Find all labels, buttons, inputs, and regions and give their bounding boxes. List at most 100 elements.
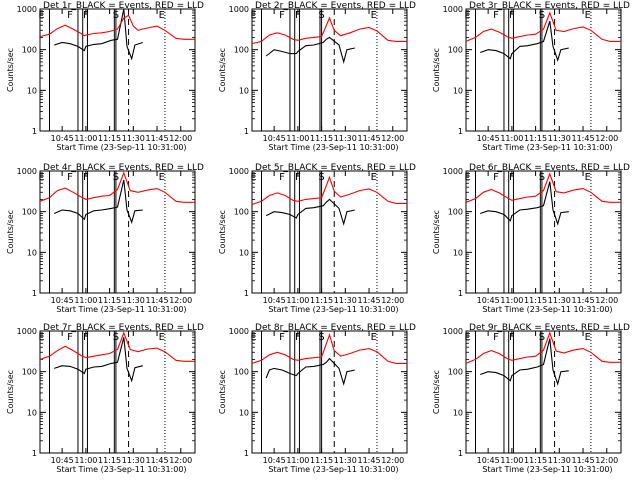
x-tick-label: 12:00 (595, 456, 618, 465)
y-tick-label: 1 (458, 289, 463, 298)
plot-frame (39, 170, 196, 294)
y-tick-label: 10 (239, 248, 249, 257)
x-tick-label: 11:30 (122, 134, 145, 143)
series-line-lld (465, 172, 621, 203)
y-tick-label: 10 (27, 408, 37, 417)
y-tick-label: 1 (244, 289, 249, 298)
marker-label-f: F (279, 172, 285, 183)
plot-frame (251, 330, 408, 454)
chart-title: Det 2r_BLACK = Events, RED = LLD (255, 1, 416, 11)
marker-label-f: F (295, 172, 301, 183)
x-tick-label: 10:45 (477, 296, 500, 305)
x-tick-label: 11:00 (74, 456, 97, 465)
marker-label-s: S (113, 332, 119, 343)
y-axis-label: Counts/sec (6, 370, 15, 414)
x-tick-label: 11:45 (358, 456, 381, 465)
x-tick-label: 11:15 (524, 456, 547, 465)
x-axis-label: Start Time (23-Sep-11 10:31:00) (56, 465, 186, 474)
y-tick-label: 1000 (229, 5, 249, 14)
marker-label-f: F (67, 172, 73, 183)
marker-label-f: F (509, 172, 515, 183)
y-tick-label: 100 (22, 368, 37, 377)
y-tick-label: 100 (234, 208, 249, 217)
marker-label-f: F (83, 10, 89, 21)
x-tick-label: 10:45 (263, 134, 286, 143)
marker-label-e: E (38, 332, 44, 343)
marker-label-f: F (67, 332, 73, 343)
marker-label-e: E (250, 332, 256, 343)
x-tick-label: 11:45 (572, 456, 595, 465)
x-tick-label: 11:00 (74, 296, 97, 305)
marker-label-f: F (509, 332, 515, 343)
marker-label-e: E (250, 10, 256, 21)
plot-frame (39, 8, 196, 132)
marker-label-s: S (539, 10, 545, 21)
marker-label-e: E (585, 172, 591, 183)
marker-label-f: F (493, 172, 499, 183)
marker-label-e: E (159, 332, 165, 343)
series-line-events (265, 357, 355, 386)
series-line-lld (39, 171, 195, 203)
marker-label-e: E (585, 10, 591, 21)
x-tick-label: 11:15 (524, 134, 547, 143)
y-tick-label: 100 (448, 368, 463, 377)
y-tick-label: 1000 (229, 167, 249, 176)
series-line-events (480, 338, 569, 386)
series-line-events (53, 179, 143, 224)
chart-title: Det 9r_BLACK = Events, RED = LLD (469, 323, 630, 333)
series-line-lld (251, 175, 407, 206)
chart-title: Det 3r_BLACK = Events, RED = LLD (469, 1, 630, 11)
x-tick-label: 11:00 (286, 456, 309, 465)
x-tick-label: 11:15 (98, 134, 121, 143)
marker-label-f: F (279, 10, 285, 21)
y-tick-label: 10 (453, 408, 463, 417)
x-tick-label: 12:00 (595, 134, 618, 143)
y-tick-label: 1000 (17, 5, 37, 14)
x-tick-label: 11:45 (146, 456, 169, 465)
y-tick-label: 1000 (229, 327, 249, 336)
chart-title: Det 5r_BLACK = Events, RED = LLD (255, 163, 416, 173)
x-tick-label: 10:45 (51, 456, 74, 465)
marker-label-e: E (585, 332, 591, 343)
marker-label-s: S (113, 10, 119, 21)
x-tick-label: 11:00 (286, 134, 309, 143)
marker-label-s: S (318, 10, 324, 21)
y-tick-label: 1000 (17, 327, 37, 336)
x-tick-label: 11:45 (146, 134, 169, 143)
marker-label-s: S (539, 332, 545, 343)
x-tick-label: 11:15 (524, 296, 547, 305)
x-tick-label: 11:00 (500, 296, 523, 305)
series-line-lld (39, 331, 195, 362)
series-line-lld (251, 333, 407, 364)
y-tick-label: 10 (453, 248, 463, 257)
series-line-events (480, 21, 569, 62)
y-tick-label: 1000 (443, 327, 463, 336)
y-tick-label: 100 (234, 46, 249, 55)
series-line-events (54, 8, 143, 61)
y-tick-label: 100 (448, 208, 463, 217)
series-line-events (265, 198, 355, 226)
marker-label-e: E (159, 10, 165, 21)
chart-panel-6: Det 6r_BLACK = Events, RED = LLD 1 10 100 10… (432, 163, 630, 314)
y-tick-label: 1000 (443, 167, 463, 176)
series-line-lld (251, 16, 407, 45)
x-tick-label: 11:45 (572, 134, 595, 143)
chart-title: Det 1r_BLACK = Events, RED = LLD (43, 1, 204, 11)
marker-label-e: E (250, 172, 256, 183)
y-tick-label: 10 (27, 86, 37, 95)
y-tick-label: 10 (239, 86, 249, 95)
x-tick-label: 11:30 (122, 456, 145, 465)
marker-label-f: F (279, 332, 285, 343)
marker-label-s: S (113, 172, 119, 183)
x-tick-label: 12:00 (381, 456, 404, 465)
series-line-events (54, 337, 143, 383)
x-tick-label: 11:00 (74, 134, 97, 143)
chart-panel-7: Det 7r_BLACK = Events, RED = LLD 1 10 100 10… (6, 323, 204, 474)
y-tick-label: 100 (234, 368, 249, 377)
x-tick-label: 10:45 (477, 134, 500, 143)
plot-frame (465, 330, 622, 454)
x-tick-label: 11:30 (122, 296, 145, 305)
x-axis-label: Start Time (23-Sep-11 10:31:00) (56, 305, 186, 314)
marker-label-e: E (371, 332, 377, 343)
marker-label-f: F (295, 10, 301, 21)
